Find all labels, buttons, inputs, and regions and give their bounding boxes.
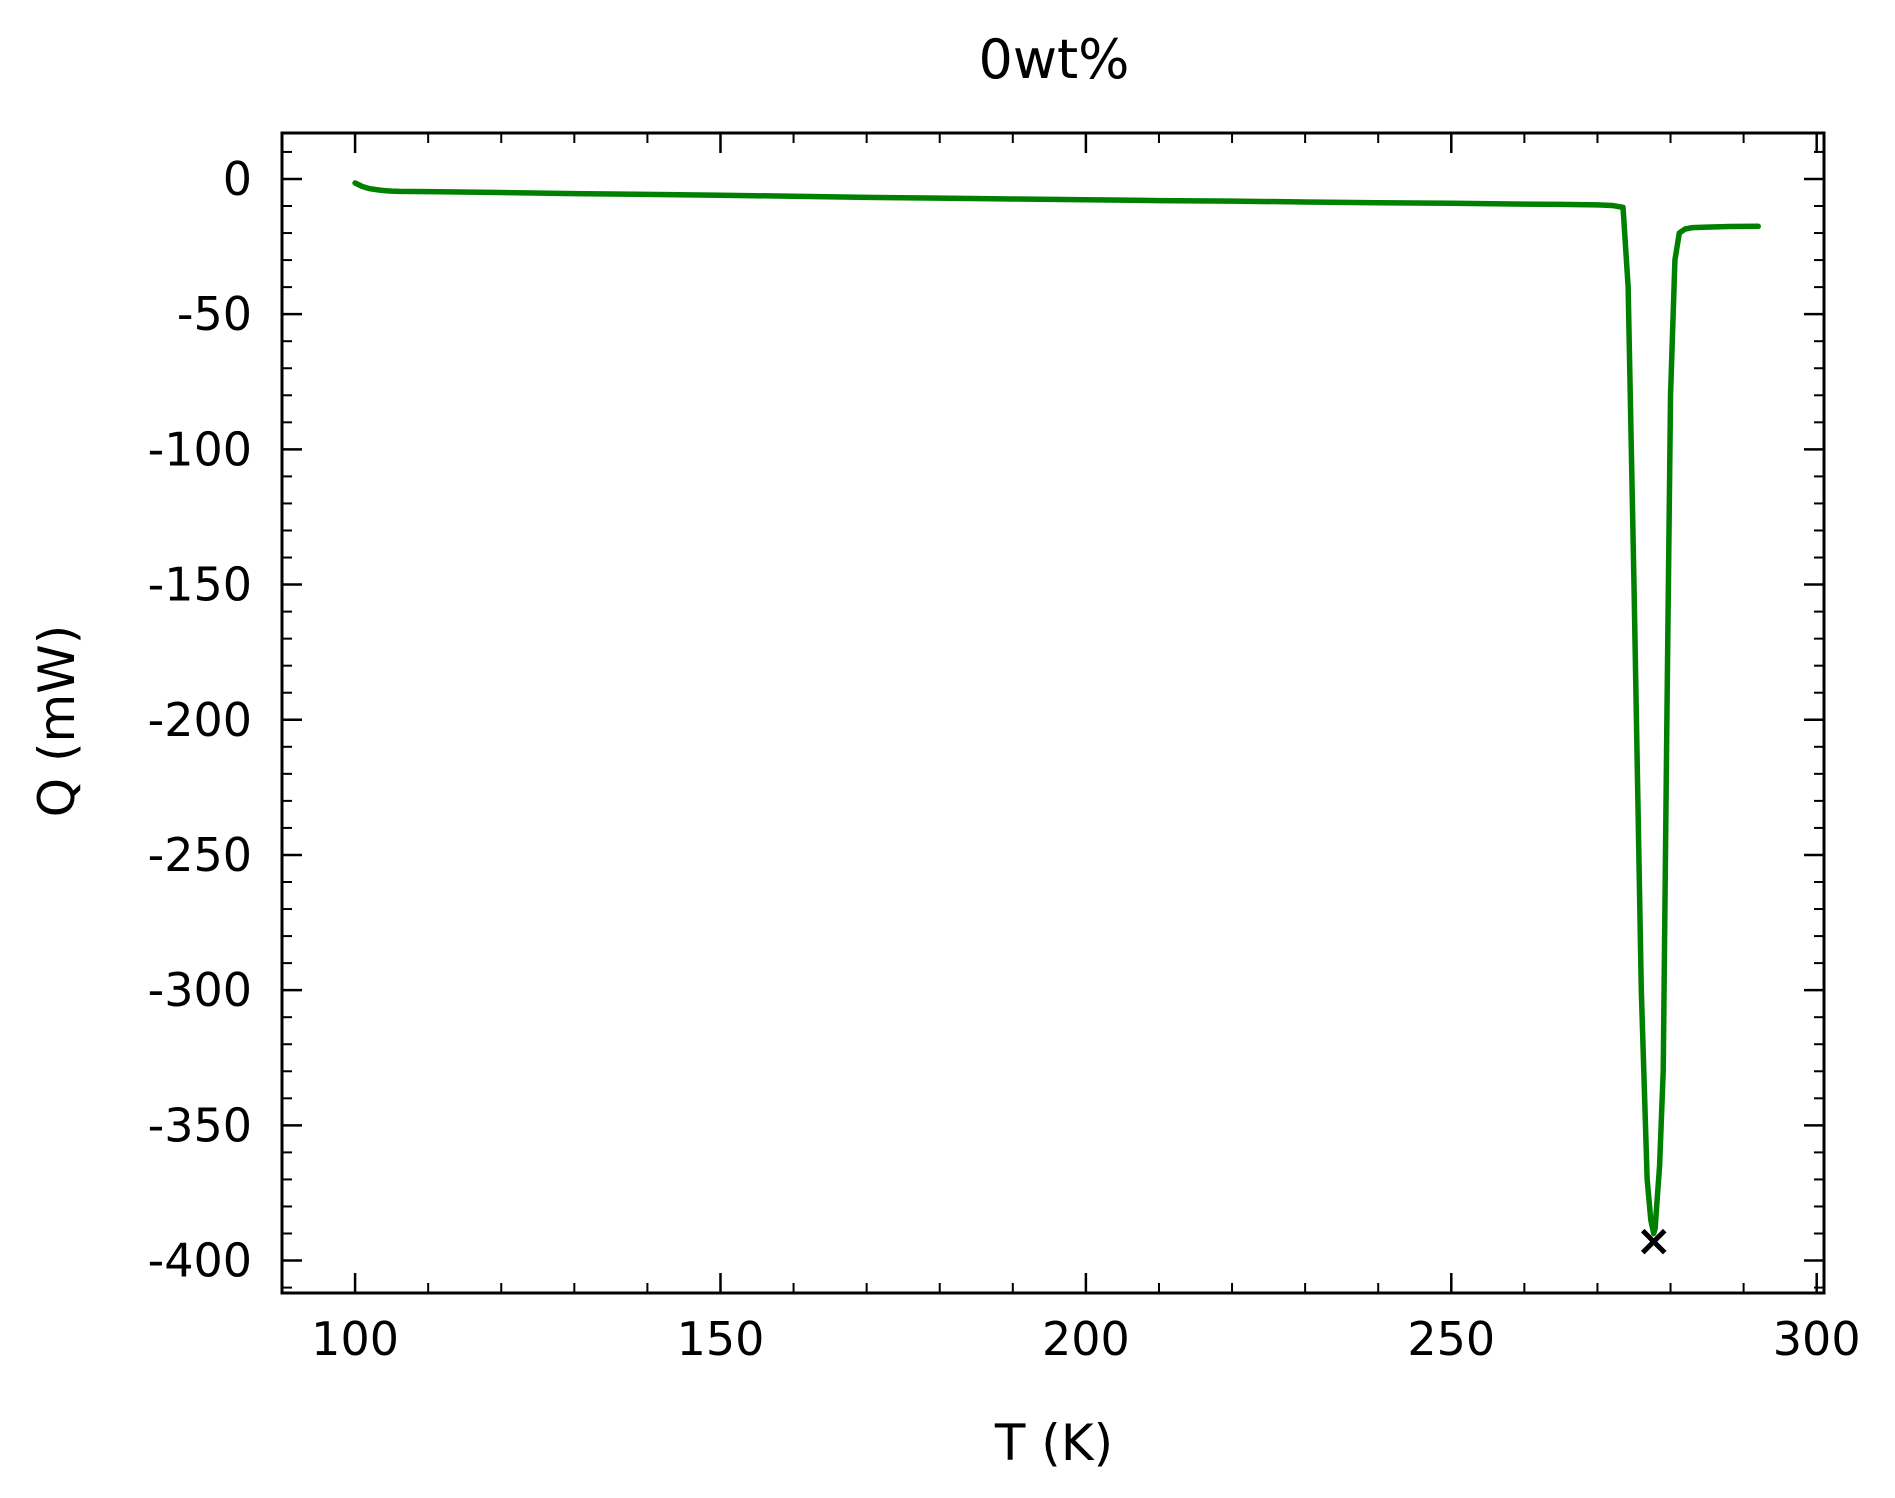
x-tick-label: 150: [677, 1312, 765, 1366]
min-marker-0: [1640, 1228, 1667, 1255]
y-tick-label: -150: [148, 558, 252, 612]
plot-area: 100 150 200 250 300 0 -50 -100 -150 -200 -250 -300 -…: [148, 131, 1861, 1366]
series-line-0: [352, 180, 1761, 1237]
plot-frame: [280, 131, 1826, 1295]
y-tick-label: -250: [148, 828, 252, 882]
x-tick-label: 300: [1773, 1312, 1861, 1366]
y-tick-label: -400: [148, 1234, 252, 1288]
y-tick-label: -50: [177, 287, 252, 341]
x-tick-label: 100: [311, 1312, 399, 1366]
y-tick-label: -200: [148, 693, 252, 747]
y-tick-label: 0: [223, 152, 252, 206]
x-axis-label: T (K): [994, 1414, 1113, 1472]
y-tick-label: -300: [148, 963, 252, 1017]
y-tick-label: -350: [148, 1098, 252, 1152]
y-axis-label: Q (mW): [28, 625, 86, 817]
y-tick-label: -100: [148, 422, 252, 476]
chart-title: 0wt%: [978, 28, 1129, 91]
x-tick-label: 200: [1042, 1312, 1130, 1366]
x-tick-label: 250: [1407, 1312, 1495, 1366]
